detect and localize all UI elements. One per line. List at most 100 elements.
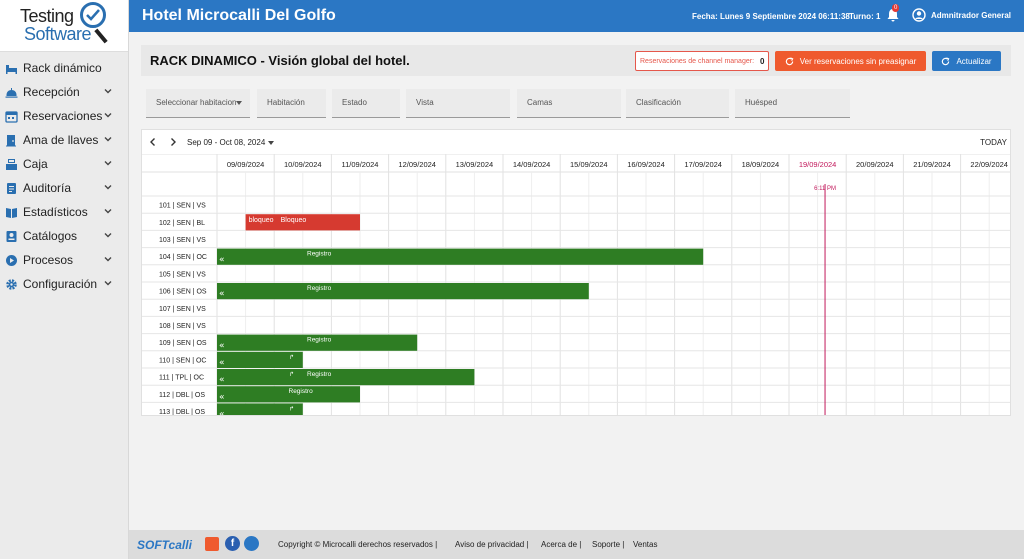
chevron-down-icon <box>104 137 112 142</box>
date-time: Fecha: Lunes 9 Septiembre 2024 06:11:38 <box>692 12 850 21</box>
reservation-bar[interactable] <box>217 248 704 265</box>
huesped-filter[interactable]: Huésped <box>735 89 850 118</box>
chevron-double-left-icon: « <box>219 375 225 385</box>
room-label: 103 | SEN | VS <box>159 237 206 244</box>
footer-link[interactable]: Soporte | <box>592 540 625 549</box>
room-label: 111 | TPL | OC <box>159 375 204 382</box>
room-label: 108 | SEN | VS <box>159 323 206 330</box>
footer-link: Copyright © Microcalli derechos reservad… <box>278 540 438 549</box>
page-toolbar: RACK DINAMICO - Visión global del hotel.… <box>141 45 1011 76</box>
chevron-left-icon[interactable] <box>148 137 158 147</box>
room-label: 104 | SEN | OC <box>159 254 207 261</box>
habitacion-select[interactable]: Seleccionar habitacion <box>146 89 250 118</box>
magnifier-check-icon <box>80 2 106 28</box>
filter-label: Camas <box>527 98 553 107</box>
sidebar-item-label: Procesos <box>23 253 74 267</box>
page-title: RACK DINAMICO - Visión global del hotel. <box>150 53 410 68</box>
footer-link[interactable]: Acerca de | <box>541 540 582 549</box>
date-header: 21/09/2024 <box>913 160 951 169</box>
date-header: 09/09/2024 <box>227 160 265 169</box>
user-icon[interactable] <box>912 8 926 22</box>
date-range[interactable]: Sep 09 - Oct 08, 2024 <box>187 138 266 147</box>
footer-link[interactable]: Ventas <box>633 540 658 549</box>
room-label: 102 | SEN | BL <box>159 220 205 227</box>
sidebar-item-ama-de-llaves[interactable]: Ama de llaves <box>0 128 128 152</box>
habitacion-filter[interactable]: Habitación <box>257 89 326 118</box>
date-range-dropdown-icon[interactable] <box>268 141 274 145</box>
sidebar-item-reservaciones[interactable]: Reservaciones <box>0 104 128 128</box>
facebook-icon[interactable]: f <box>225 536 240 551</box>
chevron-down-icon <box>104 257 112 262</box>
sidebar-nav: Rack dinámico Recepción Reservaciones Ama d… <box>0 52 128 296</box>
date-header: 17/09/2024 <box>684 160 722 169</box>
footer-link[interactable]: Aviso de privacidad | <box>455 540 529 549</box>
refresh-icon <box>942 56 950 65</box>
bar-label: Registro <box>289 388 314 395</box>
sidebar-item-estadisticos[interactable]: Estadísticos <box>0 200 128 224</box>
sidebar-item-catalogos[interactable]: Catálogos <box>0 224 128 248</box>
sidebar-item-procesos[interactable]: Procesos <box>0 248 128 272</box>
sidebar-item-label: Recepción <box>23 85 80 99</box>
block-bar[interactable] <box>245 214 360 231</box>
sidebar-item-label: Catálogos <box>23 229 78 243</box>
door-icon <box>6 134 16 146</box>
hotel-name: Hotel Microcalli Del Golfo <box>142 7 336 24</box>
chevron-double-left-icon: « <box>219 255 225 265</box>
play-icon <box>6 254 17 266</box>
arrow-marker-icon: ↱ <box>289 405 294 412</box>
sidebar-item-rack-dinamico[interactable]: Rack dinámico <box>0 56 128 80</box>
chevron-double-left-icon: « <box>219 341 225 351</box>
today-button[interactable]: TODAY <box>980 138 1007 147</box>
room-label: 107 | SEN | VS <box>159 306 206 313</box>
arrow-marker-icon: ↱ <box>289 371 294 378</box>
bell-desk-icon <box>5 87 18 98</box>
channel-manager-value: 0 <box>760 56 765 66</box>
reservation-bar[interactable] <box>217 369 475 386</box>
chevron-down-icon <box>104 161 112 166</box>
chevron-down-icon <box>104 281 112 286</box>
room-label: 109 | SEN | OS <box>159 340 207 347</box>
date-header: 22/09/2024 <box>970 160 1008 169</box>
logo-line-2: Software <box>24 24 92 44</box>
user-name[interactable]: Admnitrador General <box>931 11 1012 20</box>
chevron-right-icon[interactable] <box>168 137 178 147</box>
room-label: 112 | DBL | OS <box>159 392 205 399</box>
magnifier-handle <box>94 28 108 44</box>
chevron-double-left-icon: « <box>219 410 225 416</box>
current-time-label: 6:11 PM <box>814 186 836 192</box>
reservation-bar[interactable] <box>217 351 303 368</box>
bar-label: bloqueo <box>249 217 274 224</box>
sidebar-item-label: Auditoría <box>23 181 72 195</box>
sidebar-item-recepcion[interactable]: Recepción <box>0 80 128 104</box>
view-unassigned-button[interactable]: Ver reservaciones sin preasignar <box>775 51 926 71</box>
sidebar-item-configuracion[interactable]: Configuración <box>0 272 128 296</box>
reservation-bar[interactable] <box>217 386 360 403</box>
estado-filter[interactable]: Estado <box>332 89 400 118</box>
sidebar-item-label: Rack dinámico <box>23 61 102 75</box>
chat-icon[interactable] <box>244 536 259 551</box>
reservation-bar[interactable] <box>217 283 589 300</box>
channel-manager-count[interactable]: Reservaciones de channel manager: 0 <box>635 51 769 71</box>
reservation-bar[interactable] <box>217 334 418 351</box>
camas-filter[interactable]: Camas <box>517 89 621 118</box>
sidebar-item-caja[interactable]: Caja <box>0 152 128 176</box>
vista-filter[interactable]: Vista <box>406 89 510 118</box>
date-header: 19/09/2024 <box>799 160 837 169</box>
book-icon <box>6 207 17 218</box>
top-header: Hotel Microcalli Del Golfo Fecha: Lunes … <box>129 0 1024 32</box>
gear-icon <box>6 278 17 290</box>
softcalli-icon <box>205 537 219 551</box>
dropdown-caret-icon <box>236 101 242 105</box>
reservation-bar[interactable] <box>217 403 303 416</box>
testing-software-logo[interactable]: Testing Software <box>0 0 128 52</box>
refresh-button[interactable]: Actualizar <box>932 51 1001 71</box>
logo-line-1: Testing <box>20 6 74 26</box>
date-header: 13/09/2024 <box>456 160 494 169</box>
chevron-down-icon <box>104 185 112 190</box>
clasificacion-filter[interactable]: Clasificación <box>626 89 729 118</box>
sidebar-item-auditoria[interactable]: Auditoría <box>0 176 128 200</box>
date-header: 15/09/2024 <box>570 160 608 169</box>
bell-icon[interactable] <box>886 8 900 22</box>
sidebar-item-label: Caja <box>23 157 48 171</box>
softcalli-logo: SOFTcalli <box>137 538 192 552</box>
